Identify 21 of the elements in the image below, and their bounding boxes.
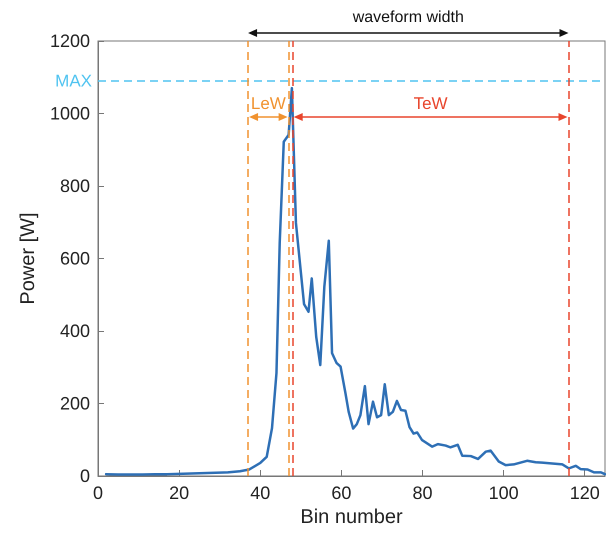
x-tick-label: 80: [412, 483, 432, 503]
annotation: LeW: [250, 94, 286, 113]
x-tick-label: 40: [250, 483, 270, 503]
x-tick-label: 0: [92, 483, 104, 503]
line-series: [104, 86, 606, 476]
text: waveform width: [352, 9, 464, 26]
y-axis-title: Power [W]: [17, 212, 39, 305]
y-tick-label: 600: [60, 248, 90, 268]
y-tick-label: 200: [60, 394, 90, 414]
x-axis-title: Bin number: [300, 506, 403, 528]
y-tick-label: 400: [60, 321, 90, 341]
x-tick-label: 120: [570, 483, 600, 503]
y-tick-label: 1000: [50, 104, 90, 124]
y-tick-label: 800: [60, 176, 90, 196]
y-tick-label: 0: [80, 466, 90, 486]
y-tick-label: 1200: [50, 31, 90, 51]
x-tick-label: 20: [169, 483, 190, 503]
ref-line-label: MAX: [55, 71, 92, 90]
annotation: TeW: [414, 94, 448, 113]
x-tick-label: 60: [331, 483, 352, 503]
x-tick-label: 100: [488, 483, 519, 503]
